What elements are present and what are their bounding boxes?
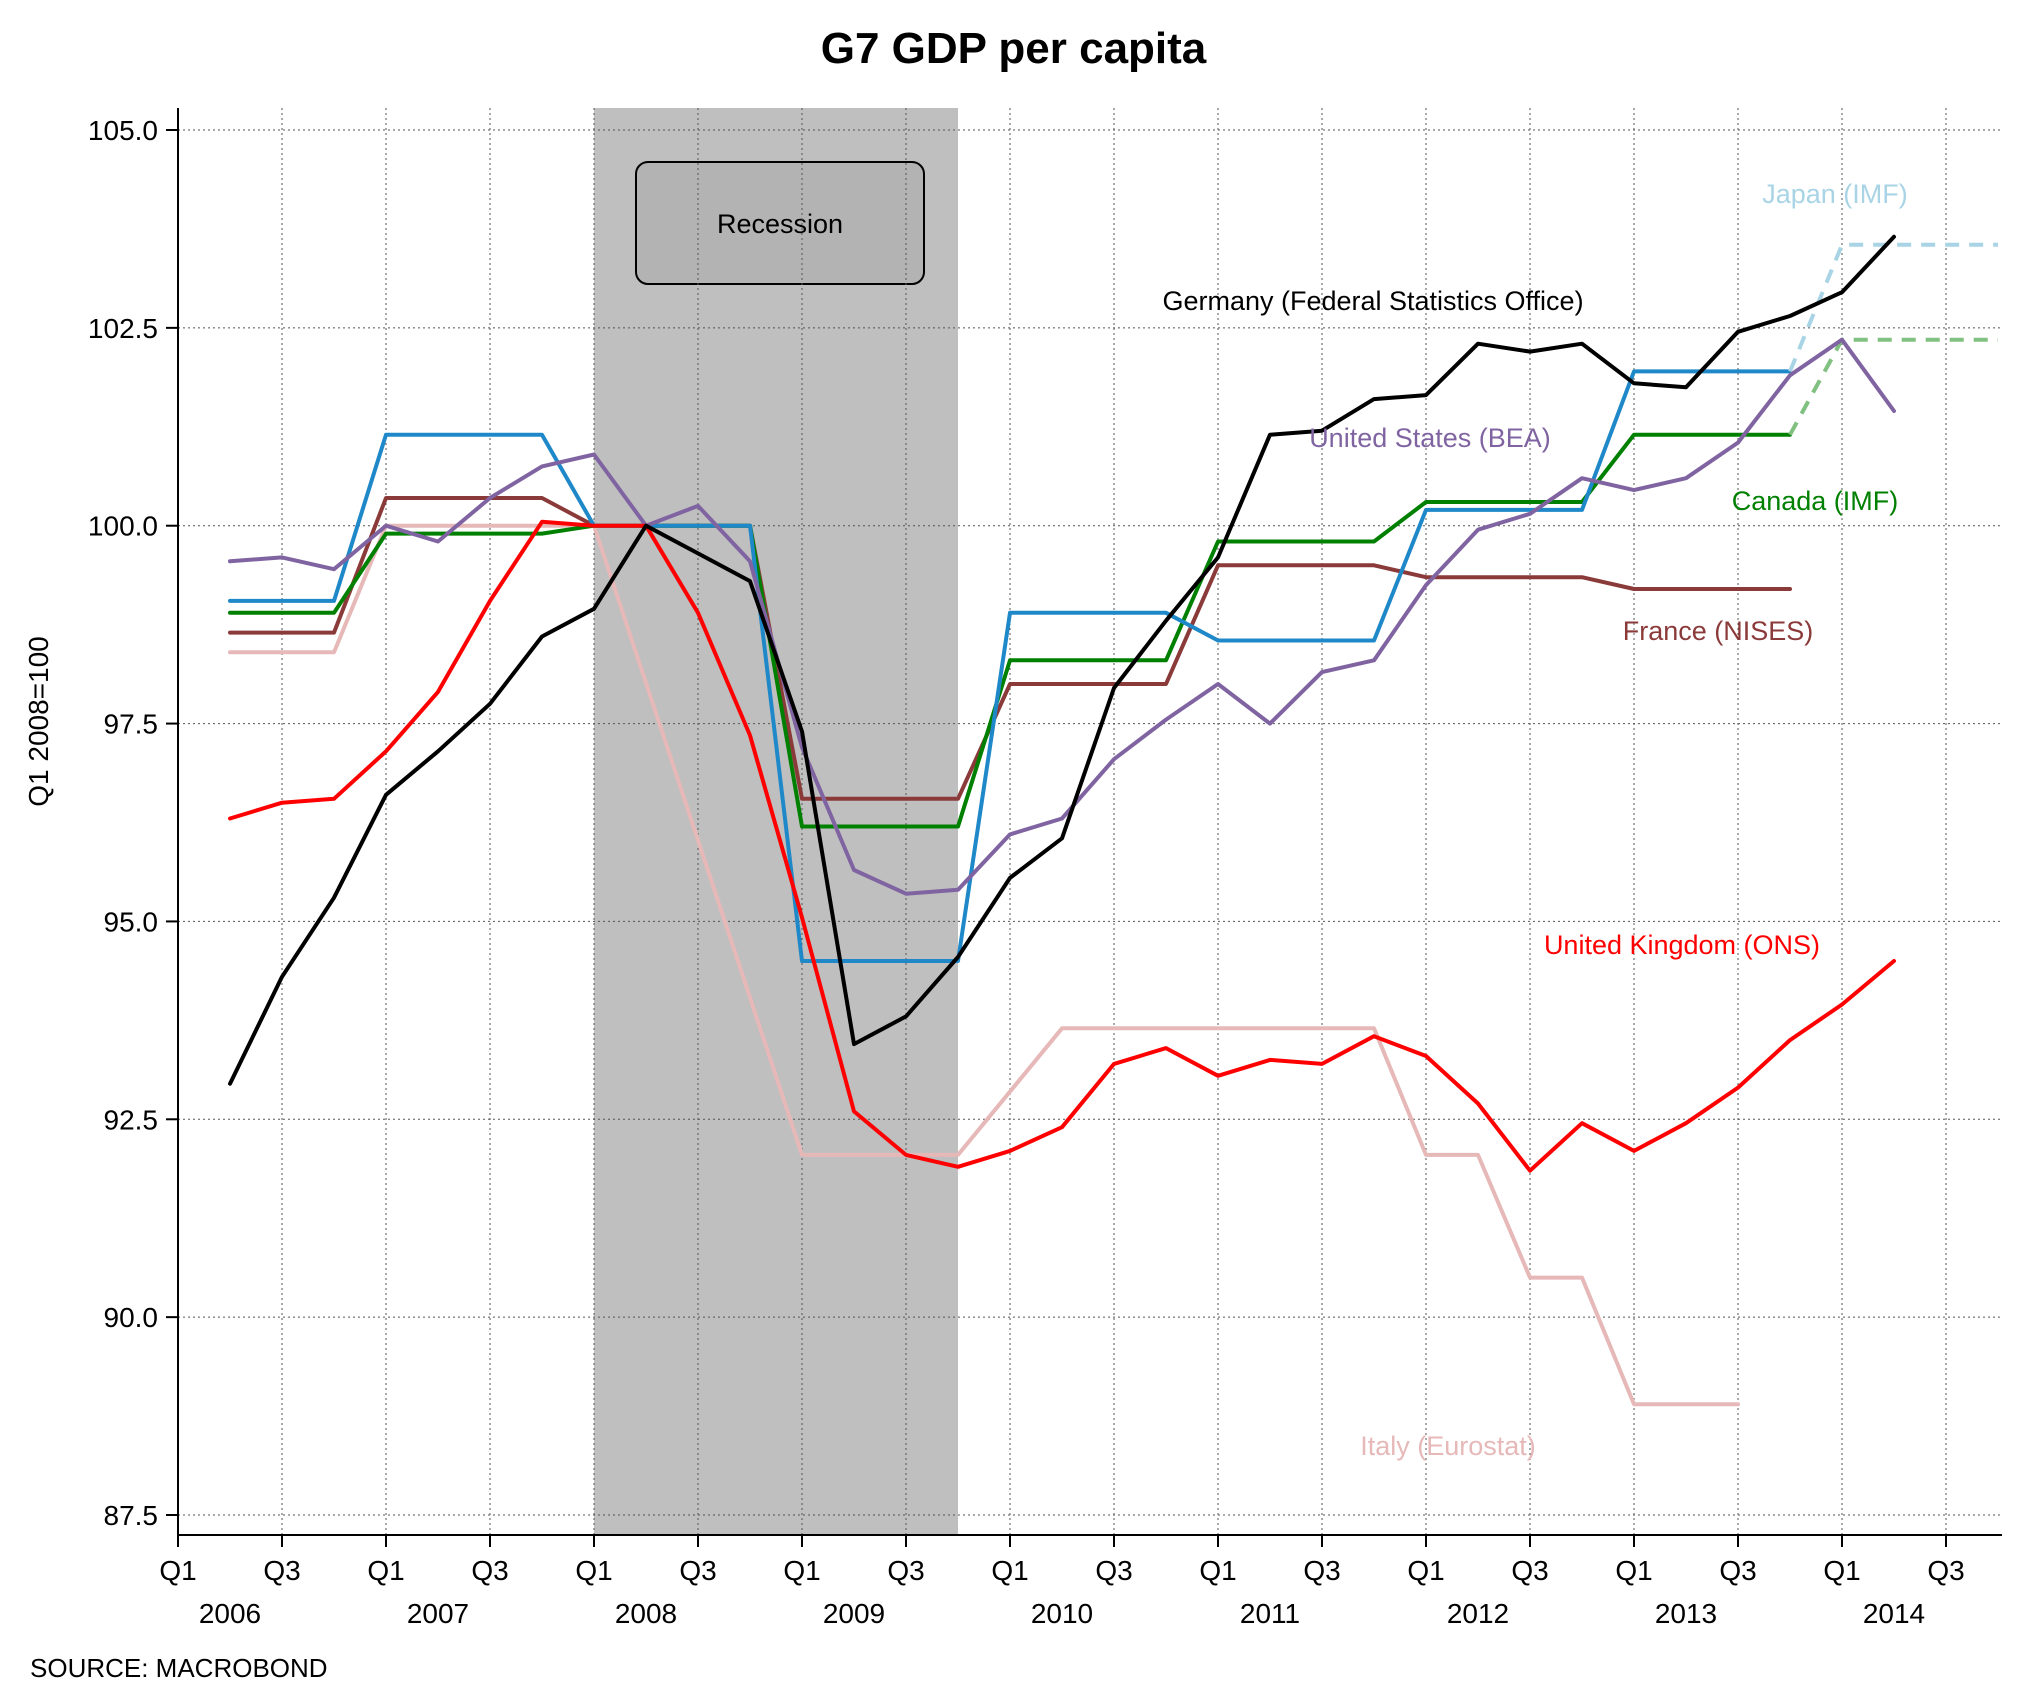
- x-tick-label: Q1: [575, 1555, 612, 1586]
- series-line-germany-federal-statistics-office: [228, 234, 1896, 1086]
- x-tick-label: Q1: [991, 1555, 1028, 1586]
- x-tick-label: Q3: [471, 1555, 508, 1586]
- series-line-canada-imf: [228, 432, 1792, 829]
- x-year-label: 2014: [1863, 1598, 1925, 1629]
- x-year-label: 2007: [407, 1598, 469, 1629]
- x-tick-label: Q1: [1199, 1555, 1236, 1586]
- series-line-united-kingdom-ons: [228, 519, 1896, 1173]
- y-tick-label: 100.0: [88, 511, 158, 542]
- series-label-japan-imf: Japan (IMF): [1762, 179, 1908, 209]
- series-label-canada-imf: Canada (IMF): [1732, 486, 1899, 516]
- axis-layer: 87.5 90.0 92.5 95.0 97.5 100.0 102.5 105.0 Q1 20…: [23, 108, 2002, 1629]
- series-label-united-kingdom-ons: United Kingdom (ONS): [1544, 930, 1820, 960]
- x-tick-label: Q3: [1511, 1555, 1548, 1586]
- x-year-label: 2013: [1655, 1598, 1717, 1629]
- x-tick-label: Q1: [1823, 1555, 1860, 1586]
- series-label-germany-federal-statistics-office: Germany (Federal Statistics Office): [1162, 286, 1583, 316]
- x-year-label: 2009: [823, 1598, 885, 1629]
- y-tick-label: 95.0: [104, 906, 159, 937]
- x-tick-label: Q3: [1303, 1555, 1340, 1586]
- x-year-label: 2006: [199, 1598, 261, 1629]
- x-tick-label: Q1: [367, 1555, 404, 1586]
- y-tick-label: 87.5: [104, 1500, 159, 1531]
- grid-layer: [177, 108, 2002, 1535]
- x-tick-label: Q3: [1095, 1555, 1132, 1586]
- x-tick-label: Q3: [1719, 1555, 1756, 1586]
- x-year-label: 2012: [1447, 1598, 1509, 1629]
- series-line-italy-eurostat: [228, 523, 1740, 1407]
- y-tick-label: 97.5: [104, 709, 159, 740]
- x-tick-label: Q1: [159, 1555, 196, 1586]
- y-tick-label: 90.0: [104, 1302, 159, 1333]
- y-tick-label: 102.5: [88, 313, 158, 344]
- recession-label-box: [635, 161, 925, 285]
- series-line-japan-imf: [228, 369, 1792, 963]
- series-label-united-states-bea: United States (BEA): [1309, 423, 1551, 453]
- source-note: SOURCE: MACROBOND: [30, 1653, 328, 1683]
- y-tick-label: 92.5: [104, 1104, 159, 1135]
- series-line-united-states-bea: [228, 337, 1896, 896]
- x-year-label: 2008: [615, 1598, 677, 1629]
- x-tick-label: Q1: [1615, 1555, 1652, 1586]
- recession-label: Recession: [717, 209, 843, 239]
- x-tick-label: Q3: [679, 1555, 716, 1586]
- series-label-italy-eurostat: Italy (Eurostat): [1360, 1431, 1536, 1461]
- x-tick-label: Q3: [887, 1555, 924, 1586]
- chart-title: G7 GDP per capita: [820, 24, 1207, 73]
- x-tick-label: Q1: [1407, 1555, 1444, 1586]
- x-tick-label: Q3: [263, 1555, 300, 1586]
- x-year-label: 2010: [1031, 1598, 1093, 1629]
- series-label-france-nises: France (NISES): [1623, 616, 1814, 646]
- x-tick-label: Q1: [783, 1555, 820, 1586]
- series-forecast-japan-imf: [1788, 242, 1998, 373]
- series-layer: [228, 234, 1998, 1407]
- y-axis-title: Q1 2008=100: [23, 636, 54, 807]
- y-tick-label: 105.0: [88, 115, 158, 146]
- label-layer: Italy (Eurostat) France (NISES) Canada (IM…: [1162, 179, 1907, 1461]
- x-tick-label: Q3: [1927, 1555, 1964, 1586]
- x-year-label: 2011: [1240, 1598, 1300, 1629]
